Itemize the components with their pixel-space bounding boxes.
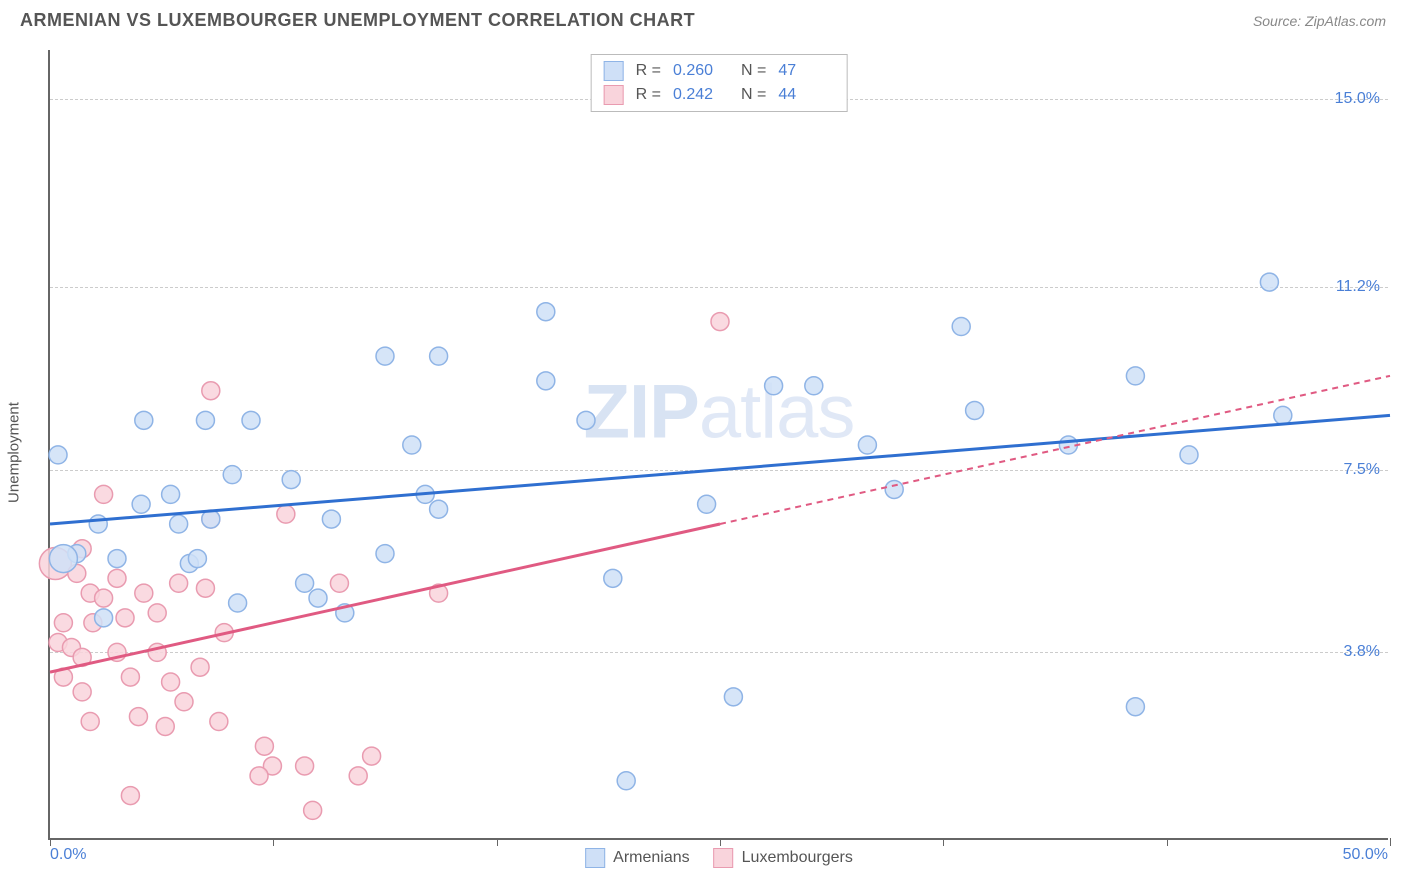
legend-swatch-luxembourgers-bottom: [714, 848, 734, 868]
scatter-point: [49, 446, 67, 464]
legend-swatch-luxembourgers: [604, 85, 624, 105]
scatter-point: [430, 500, 448, 518]
scatter-point: [765, 377, 783, 395]
scatter-point: [116, 609, 134, 627]
scatter-point: [121, 787, 139, 805]
scatter-point: [196, 411, 214, 429]
scatter-point: [108, 569, 126, 587]
scatter-point: [296, 757, 314, 775]
scatter-point: [242, 411, 260, 429]
scatter-point: [81, 713, 99, 731]
scatter-point: [255, 737, 273, 755]
scatter-point: [282, 471, 300, 489]
scatter-point: [349, 767, 367, 785]
scatter-point: [89, 515, 107, 533]
scatter-point: [858, 436, 876, 454]
x-tick: [1390, 838, 1391, 846]
scatter-point: [108, 550, 126, 568]
trend-line: [50, 415, 1390, 524]
x-tick: [1167, 838, 1168, 846]
scatter-point: [952, 318, 970, 336]
scatter-point: [129, 708, 147, 726]
scatter-point: [537, 303, 555, 321]
source-attribution: Source: ZipAtlas.com: [1253, 13, 1386, 29]
legend-swatch-armenians-bottom: [585, 848, 605, 868]
scatter-point: [330, 574, 348, 592]
scatter-point: [135, 584, 153, 602]
scatter-point: [170, 515, 188, 533]
x-axis-max-label: 50.0%: [1343, 846, 1388, 864]
scatter-point: [132, 495, 150, 513]
scatter-point: [191, 658, 209, 676]
scatter-point: [711, 313, 729, 331]
scatter-point: [73, 683, 91, 701]
scatter-point: [277, 505, 295, 523]
scatter-point: [1260, 273, 1278, 291]
scatter-point: [210, 713, 228, 731]
trend-line-extrapolated: [720, 376, 1390, 524]
correlation-legend: R = 0.260 N = 47 R = 0.242 N = 44: [591, 54, 848, 112]
scatter-point: [1180, 446, 1198, 464]
scatter-svg: [50, 50, 1388, 838]
scatter-point: [805, 377, 823, 395]
chart-plot-area: Unemployment ZIPatlas 3.8%7.5%11.2%15.0%…: [48, 50, 1388, 840]
scatter-point: [49, 545, 77, 573]
x-tick: [943, 838, 944, 846]
scatter-point: [188, 550, 206, 568]
y-axis-label: Unemployment: [6, 402, 23, 503]
scatter-point: [537, 372, 555, 390]
scatter-point: [162, 485, 180, 503]
scatter-point: [54, 614, 72, 632]
scatter-point: [175, 693, 193, 711]
scatter-point: [403, 436, 421, 454]
scatter-point: [604, 569, 622, 587]
scatter-point: [698, 495, 716, 513]
scatter-point: [363, 747, 381, 765]
chart-title: ARMENIAN VS LUXEMBOURGER UNEMPLOYMENT CO…: [20, 10, 695, 31]
scatter-point: [148, 604, 166, 622]
scatter-point: [724, 688, 742, 706]
scatter-point: [577, 411, 595, 429]
scatter-point: [1126, 698, 1144, 716]
scatter-point: [376, 347, 394, 365]
scatter-point: [95, 485, 113, 503]
scatter-point: [170, 574, 188, 592]
x-axis-min-label: 0.0%: [50, 846, 86, 864]
scatter-point: [296, 574, 314, 592]
scatter-point: [202, 382, 220, 400]
scatter-point: [966, 401, 984, 419]
scatter-point: [309, 589, 327, 607]
scatter-point: [617, 772, 635, 790]
scatter-point: [229, 594, 247, 612]
scatter-point: [223, 466, 241, 484]
scatter-point: [135, 411, 153, 429]
x-tick: [720, 838, 721, 846]
scatter-point: [430, 347, 448, 365]
scatter-point: [162, 673, 180, 691]
scatter-point: [250, 767, 268, 785]
scatter-point: [1274, 406, 1292, 424]
scatter-point: [304, 801, 322, 819]
legend-swatch-armenians: [604, 61, 624, 81]
scatter-point: [376, 545, 394, 563]
scatter-point: [95, 589, 113, 607]
scatter-point: [196, 579, 214, 597]
x-tick: [50, 838, 51, 846]
scatter-point: [885, 480, 903, 498]
scatter-point: [95, 609, 113, 627]
series-legend: Armenians Luxembourgers: [585, 848, 853, 868]
scatter-point: [1126, 367, 1144, 385]
scatter-point: [121, 668, 139, 686]
x-tick: [497, 838, 498, 846]
x-tick: [273, 838, 274, 846]
scatter-point: [322, 510, 340, 528]
scatter-point: [156, 717, 174, 735]
